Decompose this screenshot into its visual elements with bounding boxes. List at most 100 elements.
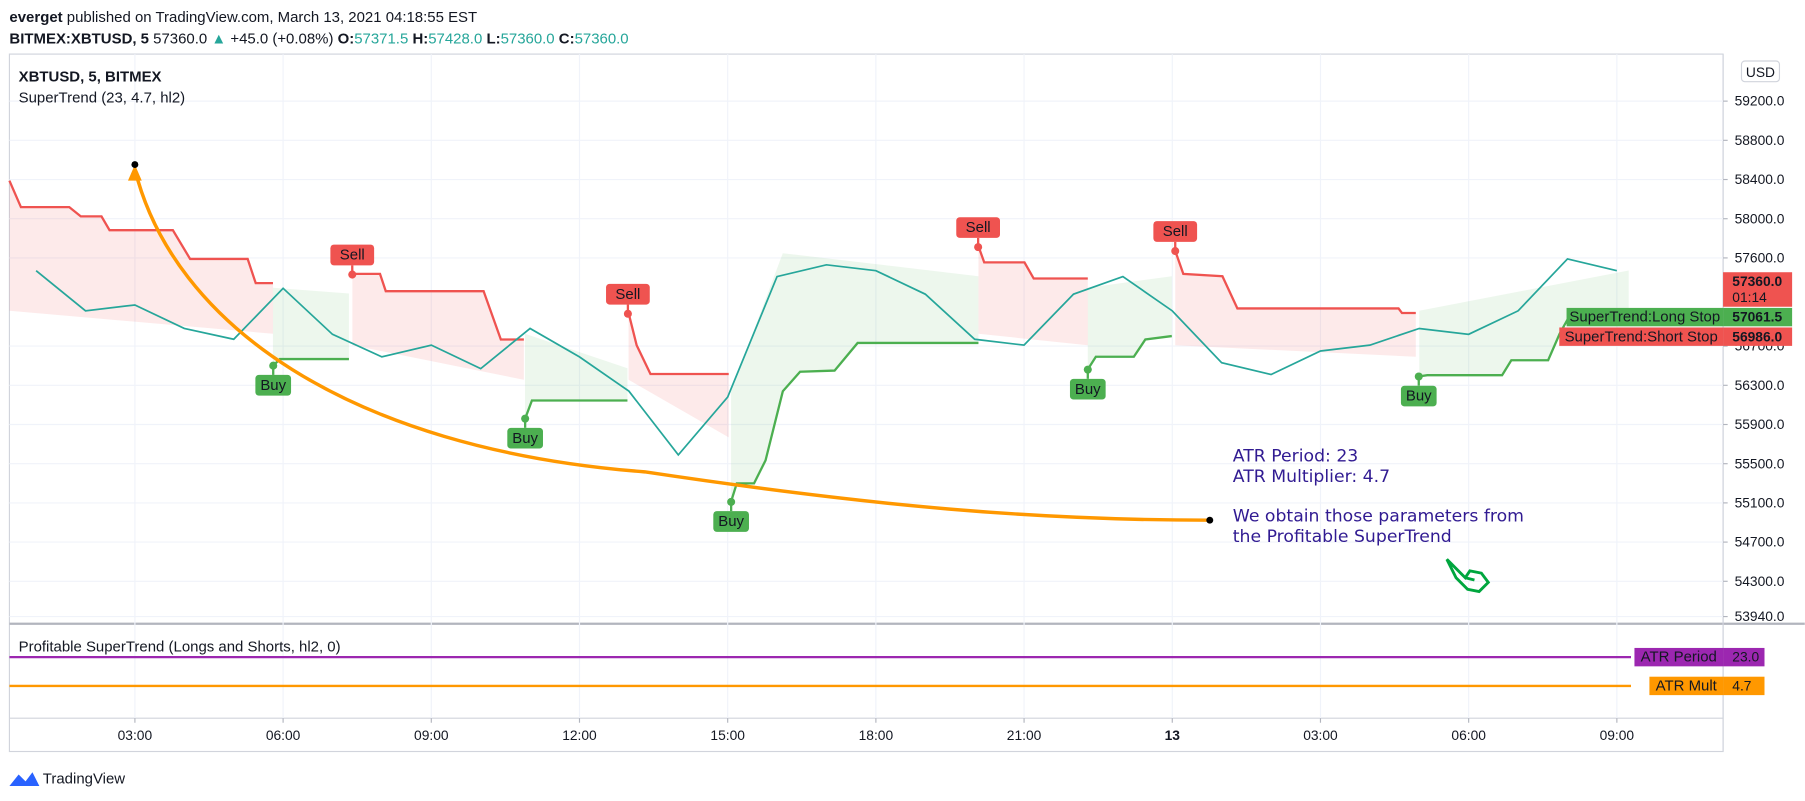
x-tick-label: 09:00 — [414, 727, 449, 743]
hand-icon — [1445, 558, 1491, 594]
long-stop — [523, 399, 628, 420]
short-stop — [8, 180, 273, 285]
signal-label: Buy — [1406, 388, 1432, 405]
annotation: the Profitable SuperTrend — [1233, 527, 1452, 547]
ohlc-value: 57360.0 — [501, 31, 555, 48]
ohlc-key: C: — [559, 31, 575, 48]
long-stop — [1086, 334, 1172, 371]
study-tag — [1566, 307, 1724, 327]
ohlc-key: O: — [338, 31, 355, 48]
header-line: everget published on TradingView.com, Ma… — [9, 9, 477, 26]
symbol-line: BITMEX:XBTUSD, 5 57360.0 ▲ +45.0 (+0.08%… — [9, 31, 628, 48]
price-tag-label: 57360.0 — [1732, 273, 1782, 289]
y-tick-label: 57600.0 — [1735, 250, 1785, 266]
y-tick-label: 54300.0 — [1735, 573, 1785, 589]
short-fill — [352, 273, 524, 380]
currency: USD — [1746, 64, 1775, 80]
x-tick-label: 21:00 — [1007, 727, 1042, 743]
price-tag — [1723, 272, 1793, 307]
published: published on TradingView.com, March 13, … — [63, 9, 478, 26]
x-tick-label: 06:00 — [1451, 727, 1486, 743]
long-fill — [1419, 270, 1629, 377]
signal-label: Sell — [1163, 223, 1188, 240]
y-tick-label: 55900.0 — [1735, 416, 1785, 432]
signal-label: Buy — [512, 430, 538, 447]
annotation: We obtain those parameters from — [1233, 506, 1524, 526]
indicator-name: ATR Mult — [1656, 678, 1718, 695]
signal-label: Buy — [260, 377, 286, 394]
signal-dot — [974, 243, 983, 252]
arrow: ▲ — [211, 31, 226, 48]
anchor — [131, 161, 139, 169]
signal-box — [956, 217, 1001, 238]
short-stop — [352, 272, 524, 341]
signal-box — [1069, 378, 1106, 400]
y-tick-label: 54700.0 — [1735, 534, 1785, 550]
short-fill — [978, 246, 1088, 346]
y-tick-label: 55500.0 — [1735, 455, 1785, 471]
symbol: BITMEX:XBTUSD, 5 — [9, 31, 149, 48]
price-tag-time: 01:14 — [1732, 289, 1767, 305]
brand: TradingView — [43, 771, 125, 788]
study-tag — [1559, 327, 1724, 346]
x-tick-label: 15:00 — [710, 727, 745, 743]
grid: 59200.058800.058400.058000.057600.056700… — [9, 54, 1785, 743]
indicator-name: ATR Period — [1641, 649, 1717, 666]
signal-label: Sell — [615, 286, 640, 303]
short-stop — [1174, 250, 1416, 315]
signal-box — [606, 283, 650, 305]
y-tick-label: 56300.0 — [1735, 377, 1785, 393]
x-tick-label: 03:00 — [1303, 727, 1338, 743]
long-fill — [1087, 276, 1172, 370]
ohlc-key: L: — [486, 31, 500, 48]
long-fill — [272, 287, 349, 366]
arrow-head — [127, 164, 142, 181]
change: +45.0 (+0.08%) — [230, 31, 333, 48]
long-stop — [729, 341, 979, 503]
price-tag — [1723, 327, 1793, 346]
drawn-arrow — [133, 168, 1210, 522]
study-tag-label: SuperTrend:Long Stop — [1569, 309, 1720, 326]
annotation: ATR Multiplier: 4.7 — [1233, 467, 1390, 487]
author: everget — [9, 9, 62, 26]
indicator-title: Profitable SuperTrend (Longs and Shorts,… — [19, 638, 341, 655]
y-tick-label: 58400.0 — [1735, 171, 1785, 187]
price-line — [35, 257, 1618, 457]
x-tick-label: 12:00 — [562, 727, 597, 743]
signal-box — [330, 244, 375, 266]
signal-label: Buy — [1075, 381, 1101, 398]
indicator-value-tag — [1723, 676, 1765, 696]
study-tag-label: SuperTrend:Short Stop — [1565, 328, 1718, 345]
price-tag-label: 56986.0 — [1732, 328, 1782, 344]
short-fill — [1175, 250, 1416, 357]
x-tick-label: 03:00 — [118, 727, 153, 743]
ohlc-key: H: — [412, 31, 428, 48]
signal-label: Sell — [340, 247, 365, 264]
signal-box — [1400, 385, 1437, 407]
y-tick-label: 59200.0 — [1735, 93, 1785, 109]
x-tick-label: 18:00 — [859, 727, 894, 743]
long-fill — [731, 253, 979, 502]
signal-box — [255, 374, 292, 396]
logo — [9, 772, 40, 787]
currency-button[interactable] — [1740, 60, 1781, 83]
legend-study: SuperTrend (23, 4.7, hl2) — [19, 89, 186, 106]
signal-box — [1153, 221, 1198, 242]
x-tick-label: 09:00 — [1600, 727, 1635, 743]
short-stop — [977, 245, 1088, 280]
y-tick-label: 53940.0 — [1735, 608, 1785, 624]
signal-box — [507, 427, 543, 449]
indicator-value: 4.7 — [1732, 678, 1751, 694]
price-tag-label: 57061.5 — [1732, 309, 1782, 325]
plot: Buy Sell Buy Sell Buy Sell Buy Sell Buy 57360.001… — [35, 217, 1793, 532]
y-tick-label: 55100.0 — [1735, 494, 1785, 510]
annotation: ATR Period: 23 — [1233, 446, 1359, 466]
short-fill — [9, 180, 273, 334]
last: 57360.0 — [153, 31, 207, 48]
y-tick-label: 58000.0 — [1735, 210, 1785, 226]
signal-label: Buy — [718, 513, 744, 530]
y-tick-label: 58800.0 — [1735, 132, 1785, 148]
indicator-name-tag — [1634, 647, 1724, 667]
